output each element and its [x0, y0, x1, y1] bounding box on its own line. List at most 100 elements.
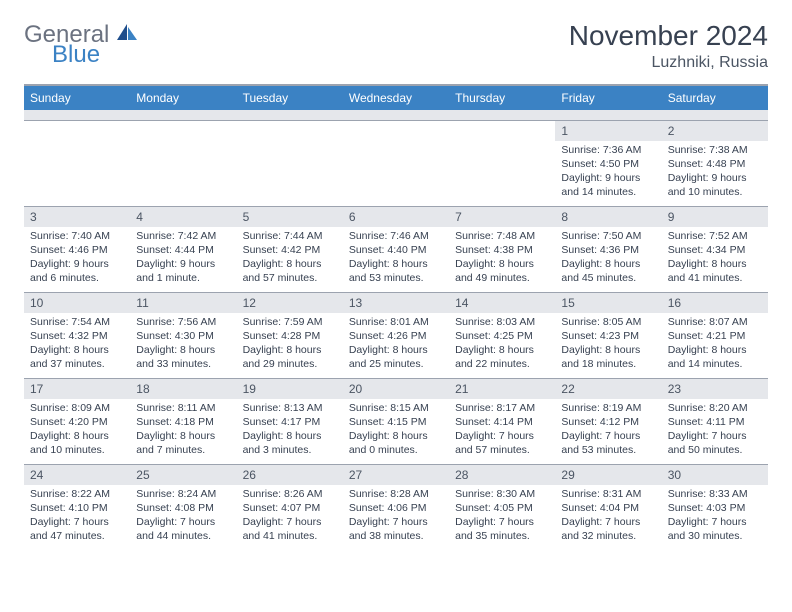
day-number: 9 [662, 207, 768, 227]
day-number: 19 [237, 379, 343, 399]
daylight-text: Daylight: 8 hours and 3 minutes. [243, 429, 337, 457]
day-number [449, 121, 555, 125]
day-body: Sunrise: 8:13 AMSunset: 4:17 PMDaylight:… [237, 399, 343, 462]
sunset-text: Sunset: 4:50 PM [561, 157, 655, 171]
day-number: 7 [449, 207, 555, 227]
day-number: 24 [24, 465, 130, 485]
daylight-text: Daylight: 7 hours and 35 minutes. [455, 515, 549, 543]
sunset-text: Sunset: 4:23 PM [561, 329, 655, 343]
sunset-text: Sunset: 4:44 PM [136, 243, 230, 257]
day-cell: 23Sunrise: 8:20 AMSunset: 4:11 PMDayligh… [662, 378, 768, 464]
day-number: 6 [343, 207, 449, 227]
day-number: 25 [130, 465, 236, 485]
sunset-text: Sunset: 4:36 PM [561, 243, 655, 257]
day-body: Sunrise: 8:15 AMSunset: 4:15 PMDaylight:… [343, 399, 449, 462]
day-body: Sunrise: 7:44 AMSunset: 4:42 PMDaylight:… [237, 227, 343, 290]
day-cell: 29Sunrise: 8:31 AMSunset: 4:04 PMDayligh… [555, 464, 661, 550]
daylight-text: Daylight: 8 hours and 33 minutes. [136, 343, 230, 371]
logo: General Blue [24, 20, 138, 67]
sunset-text: Sunset: 4:10 PM [30, 501, 124, 515]
sunset-text: Sunset: 4:30 PM [136, 329, 230, 343]
sunrise-text: Sunrise: 7:54 AM [30, 315, 124, 329]
daylight-text: Daylight: 8 hours and 0 minutes. [349, 429, 443, 457]
day-number: 21 [449, 379, 555, 399]
day-body: Sunrise: 8:17 AMSunset: 4:14 PMDaylight:… [449, 399, 555, 462]
daylight-text: Daylight: 7 hours and 30 minutes. [668, 515, 762, 543]
day-cell: 21Sunrise: 8:17 AMSunset: 4:14 PMDayligh… [449, 378, 555, 464]
daylight-text: Daylight: 7 hours and 57 minutes. [455, 429, 549, 457]
daylight-text: Daylight: 9 hours and 6 minutes. [30, 257, 124, 285]
day-number: 26 [237, 465, 343, 485]
day-body: Sunrise: 8:11 AMSunset: 4:18 PMDaylight:… [130, 399, 236, 462]
sunrise-text: Sunrise: 8:33 AM [668, 487, 762, 501]
day-cell: 19Sunrise: 8:13 AMSunset: 4:17 PMDayligh… [237, 378, 343, 464]
day-number: 10 [24, 293, 130, 313]
sunrise-text: Sunrise: 8:11 AM [136, 401, 230, 415]
sunrise-text: Sunrise: 7:56 AM [136, 315, 230, 329]
day-number [237, 121, 343, 125]
title-block: November 2024 Luzhniki, Russia [569, 20, 768, 72]
day-cell: 8Sunrise: 7:50 AMSunset: 4:36 PMDaylight… [555, 206, 661, 292]
day-number: 29 [555, 465, 661, 485]
sunset-text: Sunset: 4:05 PM [455, 501, 549, 515]
day-body: Sunrise: 7:48 AMSunset: 4:38 PMDaylight:… [449, 227, 555, 290]
day-cell: 6Sunrise: 7:46 AMSunset: 4:40 PMDaylight… [343, 206, 449, 292]
sunrise-text: Sunrise: 7:38 AM [668, 143, 762, 157]
day-body: Sunrise: 8:05 AMSunset: 4:23 PMDaylight:… [555, 313, 661, 376]
weekday-header: Thursday [449, 85, 555, 110]
daylight-text: Daylight: 7 hours and 47 minutes. [30, 515, 124, 543]
sail-icon [116, 22, 138, 42]
day-number: 8 [555, 207, 661, 227]
daylight-text: Daylight: 8 hours and 25 minutes. [349, 343, 443, 371]
day-number: 18 [130, 379, 236, 399]
sunrise-text: Sunrise: 8:28 AM [349, 487, 443, 501]
day-body: Sunrise: 8:31 AMSunset: 4:04 PMDaylight:… [555, 485, 661, 548]
sunrise-text: Sunrise: 8:31 AM [561, 487, 655, 501]
day-number [130, 121, 236, 125]
day-cell: 28Sunrise: 8:30 AMSunset: 4:05 PMDayligh… [449, 464, 555, 550]
day-body: Sunrise: 7:46 AMSunset: 4:40 PMDaylight:… [343, 227, 449, 290]
weekday-header: Saturday [662, 85, 768, 110]
sunrise-text: Sunrise: 8:09 AM [30, 401, 124, 415]
day-cell: 4Sunrise: 7:42 AMSunset: 4:44 PMDaylight… [130, 206, 236, 292]
day-number [24, 121, 130, 125]
day-cell: 9Sunrise: 7:52 AMSunset: 4:34 PMDaylight… [662, 206, 768, 292]
day-number: 2 [662, 121, 768, 141]
day-body: Sunrise: 7:59 AMSunset: 4:28 PMDaylight:… [237, 313, 343, 376]
weekday-header: Monday [130, 85, 236, 110]
week-row: 10Sunrise: 7:54 AMSunset: 4:32 PMDayligh… [24, 292, 768, 378]
day-cell: 3Sunrise: 7:40 AMSunset: 4:46 PMDaylight… [24, 206, 130, 292]
day-cell: 25Sunrise: 8:24 AMSunset: 4:08 PMDayligh… [130, 464, 236, 550]
month-title: November 2024 [569, 20, 768, 52]
day-cell [449, 120, 555, 206]
sunrise-text: Sunrise: 8:03 AM [455, 315, 549, 329]
sunrise-text: Sunrise: 7:46 AM [349, 229, 443, 243]
header: General Blue November 2024 Luzhniki, Rus… [24, 20, 768, 72]
sunrise-text: Sunrise: 8:05 AM [561, 315, 655, 329]
weekday-header: Sunday [24, 85, 130, 110]
day-body: Sunrise: 7:38 AMSunset: 4:48 PMDaylight:… [662, 141, 768, 204]
day-body: Sunrise: 7:40 AMSunset: 4:46 PMDaylight:… [24, 227, 130, 290]
sunrise-text: Sunrise: 7:48 AM [455, 229, 549, 243]
sunrise-text: Sunrise: 8:22 AM [30, 487, 124, 501]
day-cell: 30 Sunrise: 8:33 AMSunset: 4:03 PMDayligh… [662, 464, 768, 550]
sunset-text: Sunset: 4:42 PM [243, 243, 337, 257]
day-number: 27 [343, 465, 449, 485]
sunset-text: Sunset: 4:12 PM [561, 415, 655, 429]
day-number: 12 [237, 293, 343, 313]
sunset-text: Sunset: 4:32 PM [30, 329, 124, 343]
sunset-text: Sunset: 4:03 PM [668, 501, 762, 515]
weekday-header: Tuesday [237, 85, 343, 110]
daylight-text: Daylight: 7 hours and 41 minutes. [243, 515, 337, 543]
daylight-text: Daylight: 8 hours and 45 minutes. [561, 257, 655, 285]
sunrise-text: Sunrise: 7:42 AM [136, 229, 230, 243]
daylight-text: Daylight: 8 hours and 41 minutes. [668, 257, 762, 285]
sunset-text: Sunset: 4:26 PM [349, 329, 443, 343]
sunrise-text: Sunrise: 8:20 AM [668, 401, 762, 415]
sunset-text: Sunset: 4:04 PM [561, 501, 655, 515]
daylight-text: Daylight: 7 hours and 50 minutes. [668, 429, 762, 457]
day-number: 30 [662, 465, 768, 485]
day-body: Sunrise: 7:54 AMSunset: 4:32 PMDaylight:… [24, 313, 130, 376]
sunrise-text: Sunrise: 7:52 AM [668, 229, 762, 243]
day-cell: 16Sunrise: 8:07 AMSunset: 4:21 PMDayligh… [662, 292, 768, 378]
